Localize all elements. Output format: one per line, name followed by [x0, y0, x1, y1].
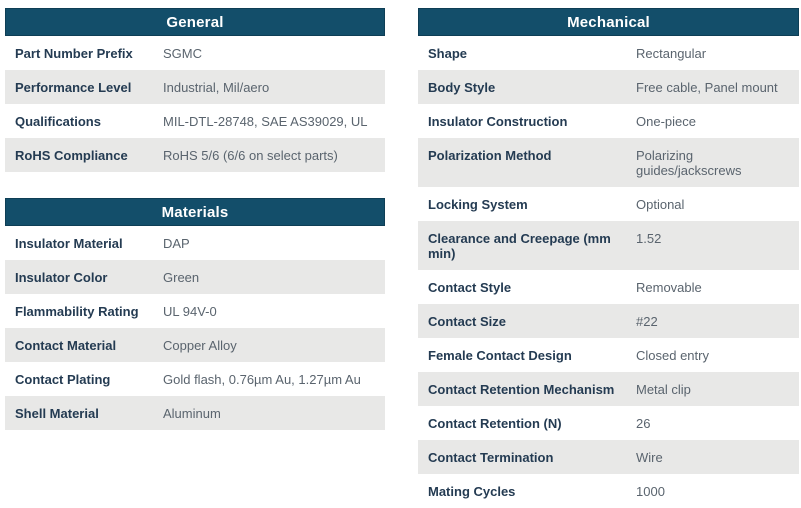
spec-row: Shape Rectangular [418, 36, 799, 70]
spec-row: Contact Plating Gold flash, 0.76µm Au, 1.… [5, 362, 385, 396]
table-title: General [166, 13, 224, 31]
spec-label: Performance Level [15, 80, 132, 95]
spec-row: Part Number Prefix SGMC [5, 36, 385, 70]
spec-rows: Shape Rectangular Body Style Free cable, Pa… [418, 36, 799, 508]
spec-label: Contact Retention Mechanism [428, 382, 615, 397]
spec-row: Polarization Method Polarizing guides/jac… [418, 138, 799, 187]
spec-value: MIL-DTL-28748, SAE AS39029, UL [163, 114, 368, 129]
spec-value: Free cable, Panel mount [636, 80, 778, 95]
spec-row: Mating Cycles 1000 [418, 474, 799, 508]
spec-value: #22 [636, 314, 658, 329]
spec-row: Contact Style Removable [418, 270, 799, 304]
spec-row: Contact Termination Wire [418, 440, 799, 474]
general-table-header: General [5, 8, 385, 36]
mechanical-table: Mechanical Shape Rectangular Body Style Fre… [418, 8, 799, 508]
spec-label: Flammability Rating [15, 304, 139, 319]
spec-row: Contact Material Copper Alloy [5, 328, 385, 362]
spec-row: Locking System Optional [418, 187, 799, 221]
spec-label: Shell Material [15, 406, 99, 421]
right-column: Mechanical Shape Rectangular Body Style Fre… [418, 8, 799, 508]
spec-value: Aluminum [163, 406, 221, 421]
spec-label: RoHS Compliance [15, 148, 128, 163]
spec-row: Performance Level Industrial, Mil/aero [5, 70, 385, 104]
spec-value: Green [163, 270, 200, 285]
spec-row: Contact Retention Mechanism Metal clip [418, 372, 799, 406]
spec-value: UL 94V-0 [163, 304, 217, 319]
spec-label: Qualifications [15, 114, 101, 129]
spec-value: 26 [636, 416, 651, 431]
spec-value: 1.52 [636, 231, 662, 246]
general-table: General Part Number Prefix SGMC Performanc… [5, 8, 385, 172]
spec-label: Clearance and Creepage (mm min) [428, 231, 611, 261]
table-title: Materials [161, 203, 229, 221]
left-column: General Part Number Prefix SGMC Performanc… [5, 8, 385, 430]
spec-row: Body Style Free cable, Panel mount [418, 70, 799, 104]
spec-label: Contact Material [15, 338, 117, 353]
spec-row: Qualifications MIL-DTL-28748, SAE AS39029… [5, 104, 385, 138]
spec-label: Contact Size [428, 314, 507, 329]
spec-label: Body Style [428, 80, 496, 95]
spec-value: One-piece [636, 114, 696, 129]
spec-value: RoHS 5/6 (6/6 on select parts) [163, 148, 338, 163]
spec-label: Part Number Prefix [15, 46, 133, 61]
spec-row: Contact Size #22 [418, 304, 799, 338]
spec-label: Insulator Material [15, 236, 123, 251]
spec-row: Flammability Rating UL 94V-0 [5, 294, 385, 328]
materials-table-header: Materials [5, 198, 385, 226]
spec-row: Insulator Color Green [5, 260, 385, 294]
table-title: Mechanical [567, 13, 650, 31]
spec-rows: Insulator Material DAP Insulator Color Gree… [5, 226, 385, 430]
spec-row: Contact Retention (N) 26 [418, 406, 799, 440]
spec-label: Mating Cycles [428, 484, 516, 499]
spec-value: Rectangular [636, 46, 707, 61]
spec-value: Optional [636, 197, 685, 212]
spec-value: Wire [636, 450, 663, 465]
spec-row: Insulator Material DAP [5, 226, 385, 260]
spec-label: Contact Termination [428, 450, 554, 465]
spec-row: RoHS Compliance RoHS 5/6 (6/6 on select p… [5, 138, 385, 172]
spec-label: Shape [428, 46, 468, 61]
spec-value: Metal clip [636, 382, 691, 397]
spec-label: Contact Style [428, 280, 512, 295]
spec-label: Polarization Method [428, 148, 552, 163]
spec-value: SGMC [163, 46, 202, 61]
spec-row: Insulator Construction One-piece [418, 104, 799, 138]
spec-rows: Part Number Prefix SGMC Performance Level I… [5, 36, 385, 172]
spec-value: 1000 [636, 484, 665, 499]
spec-label: Locking System [428, 197, 528, 212]
spec-row: Shell Material Aluminum [5, 396, 385, 430]
spec-label: Female Contact Design [428, 348, 572, 363]
spec-label: Insulator Color [15, 270, 108, 285]
spec-label: Contact Retention (N) [428, 416, 562, 431]
spec-row: Clearance and Creepage (mm min) 1.52 [418, 221, 799, 270]
materials-table: Materials Insulator Material DAP Insulator… [5, 198, 385, 430]
spec-value: Gold flash, 0.76µm Au, 1.27µm Au [163, 372, 361, 387]
spec-label: Contact Plating [15, 372, 111, 387]
spec-row: Female Contact Design Closed entry [418, 338, 799, 372]
spec-value: Closed entry [636, 348, 709, 363]
spec-value: Polarizing guides/jackscrews [636, 148, 742, 178]
spec-value: DAP [163, 236, 190, 251]
mechanical-table-header: Mechanical [418, 8, 799, 36]
spec-value: Copper Alloy [163, 338, 237, 353]
spec-value: Removable [636, 280, 702, 295]
spec-value: Industrial, Mil/aero [163, 80, 270, 95]
spec-label: Insulator Construction [428, 114, 568, 129]
